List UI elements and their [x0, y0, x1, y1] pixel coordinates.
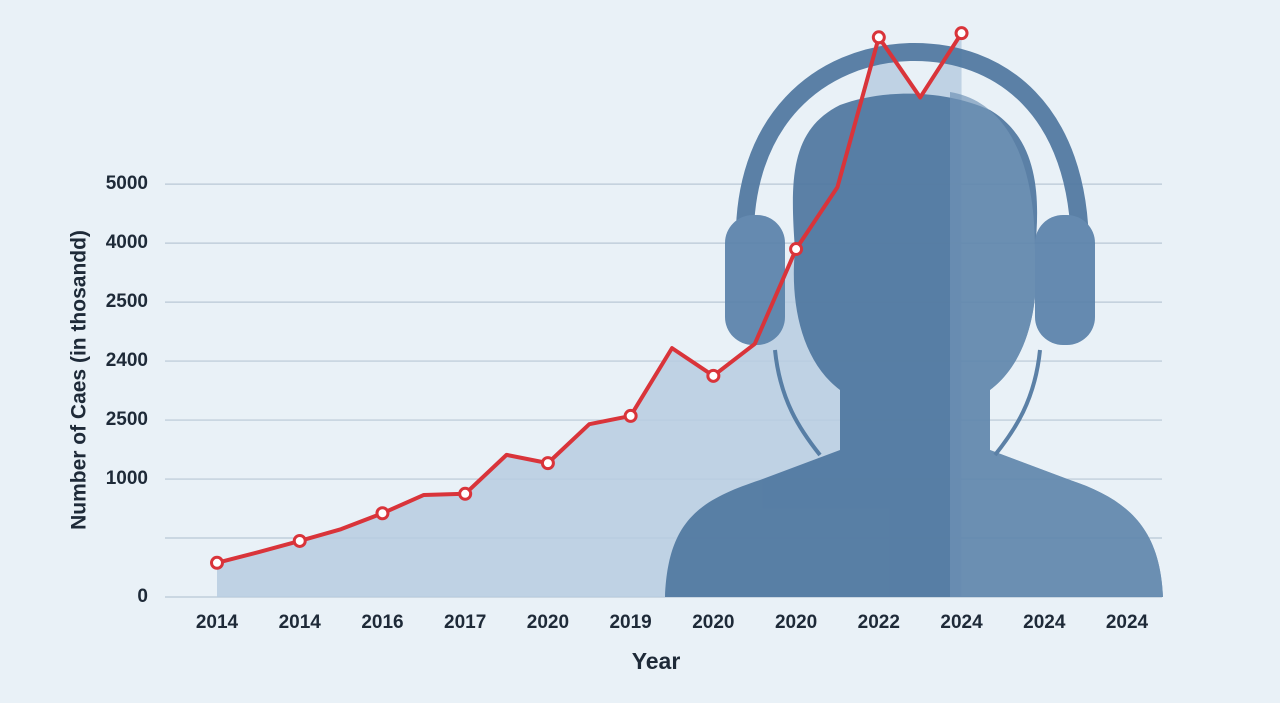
x-tick-label: 2022	[858, 612, 900, 633]
x-tick-label: 2016	[361, 612, 403, 633]
person-silhouette	[665, 42, 1163, 597]
x-tick-label: 2014	[279, 612, 322, 633]
marker	[375, 506, 390, 521]
x-tick-label: 2024	[1023, 612, 1066, 633]
y-axis-label: Number of Caes (in thosandd)	[68, 230, 91, 530]
x-tick-label: 2017	[444, 612, 486, 633]
marker	[210, 555, 224, 570]
x-tick-label: 2020	[692, 612, 734, 633]
y-tick-label: 0	[137, 586, 148, 607]
x-tick-label: 2019	[609, 612, 651, 633]
y-tick-label: 2500	[106, 291, 148, 312]
marker	[871, 30, 886, 45]
y-tick-label: 2500	[106, 409, 148, 430]
marker	[623, 408, 638, 423]
line	[216, 32, 964, 565]
y-tick-label: 1000	[106, 468, 148, 489]
area-layer	[217, 33, 962, 598]
marker	[292, 533, 307, 548]
x-tick-label: 2020	[527, 612, 569, 633]
marker	[954, 26, 969, 41]
x-tick-label: 2024	[1106, 612, 1149, 633]
y-tick-label: 5000	[106, 173, 148, 194]
marker	[789, 242, 804, 257]
marker	[706, 368, 721, 383]
x-tick-label: 2020	[775, 612, 817, 633]
x-tick-label: 2014	[196, 612, 239, 633]
marker	[540, 456, 555, 471]
plot-layer: 0 1000 2500 2400 2500 4000 5000 2014 2014 2016 201…	[106, 26, 1149, 633]
area	[217, 33, 962, 598]
x-tick-label: 2024	[940, 612, 983, 633]
y-tick-label: 4000	[106, 232, 148, 253]
y-tick-label: 2400	[106, 350, 148, 371]
x-axis-label: Year	[632, 648, 681, 674]
marker	[458, 486, 473, 501]
